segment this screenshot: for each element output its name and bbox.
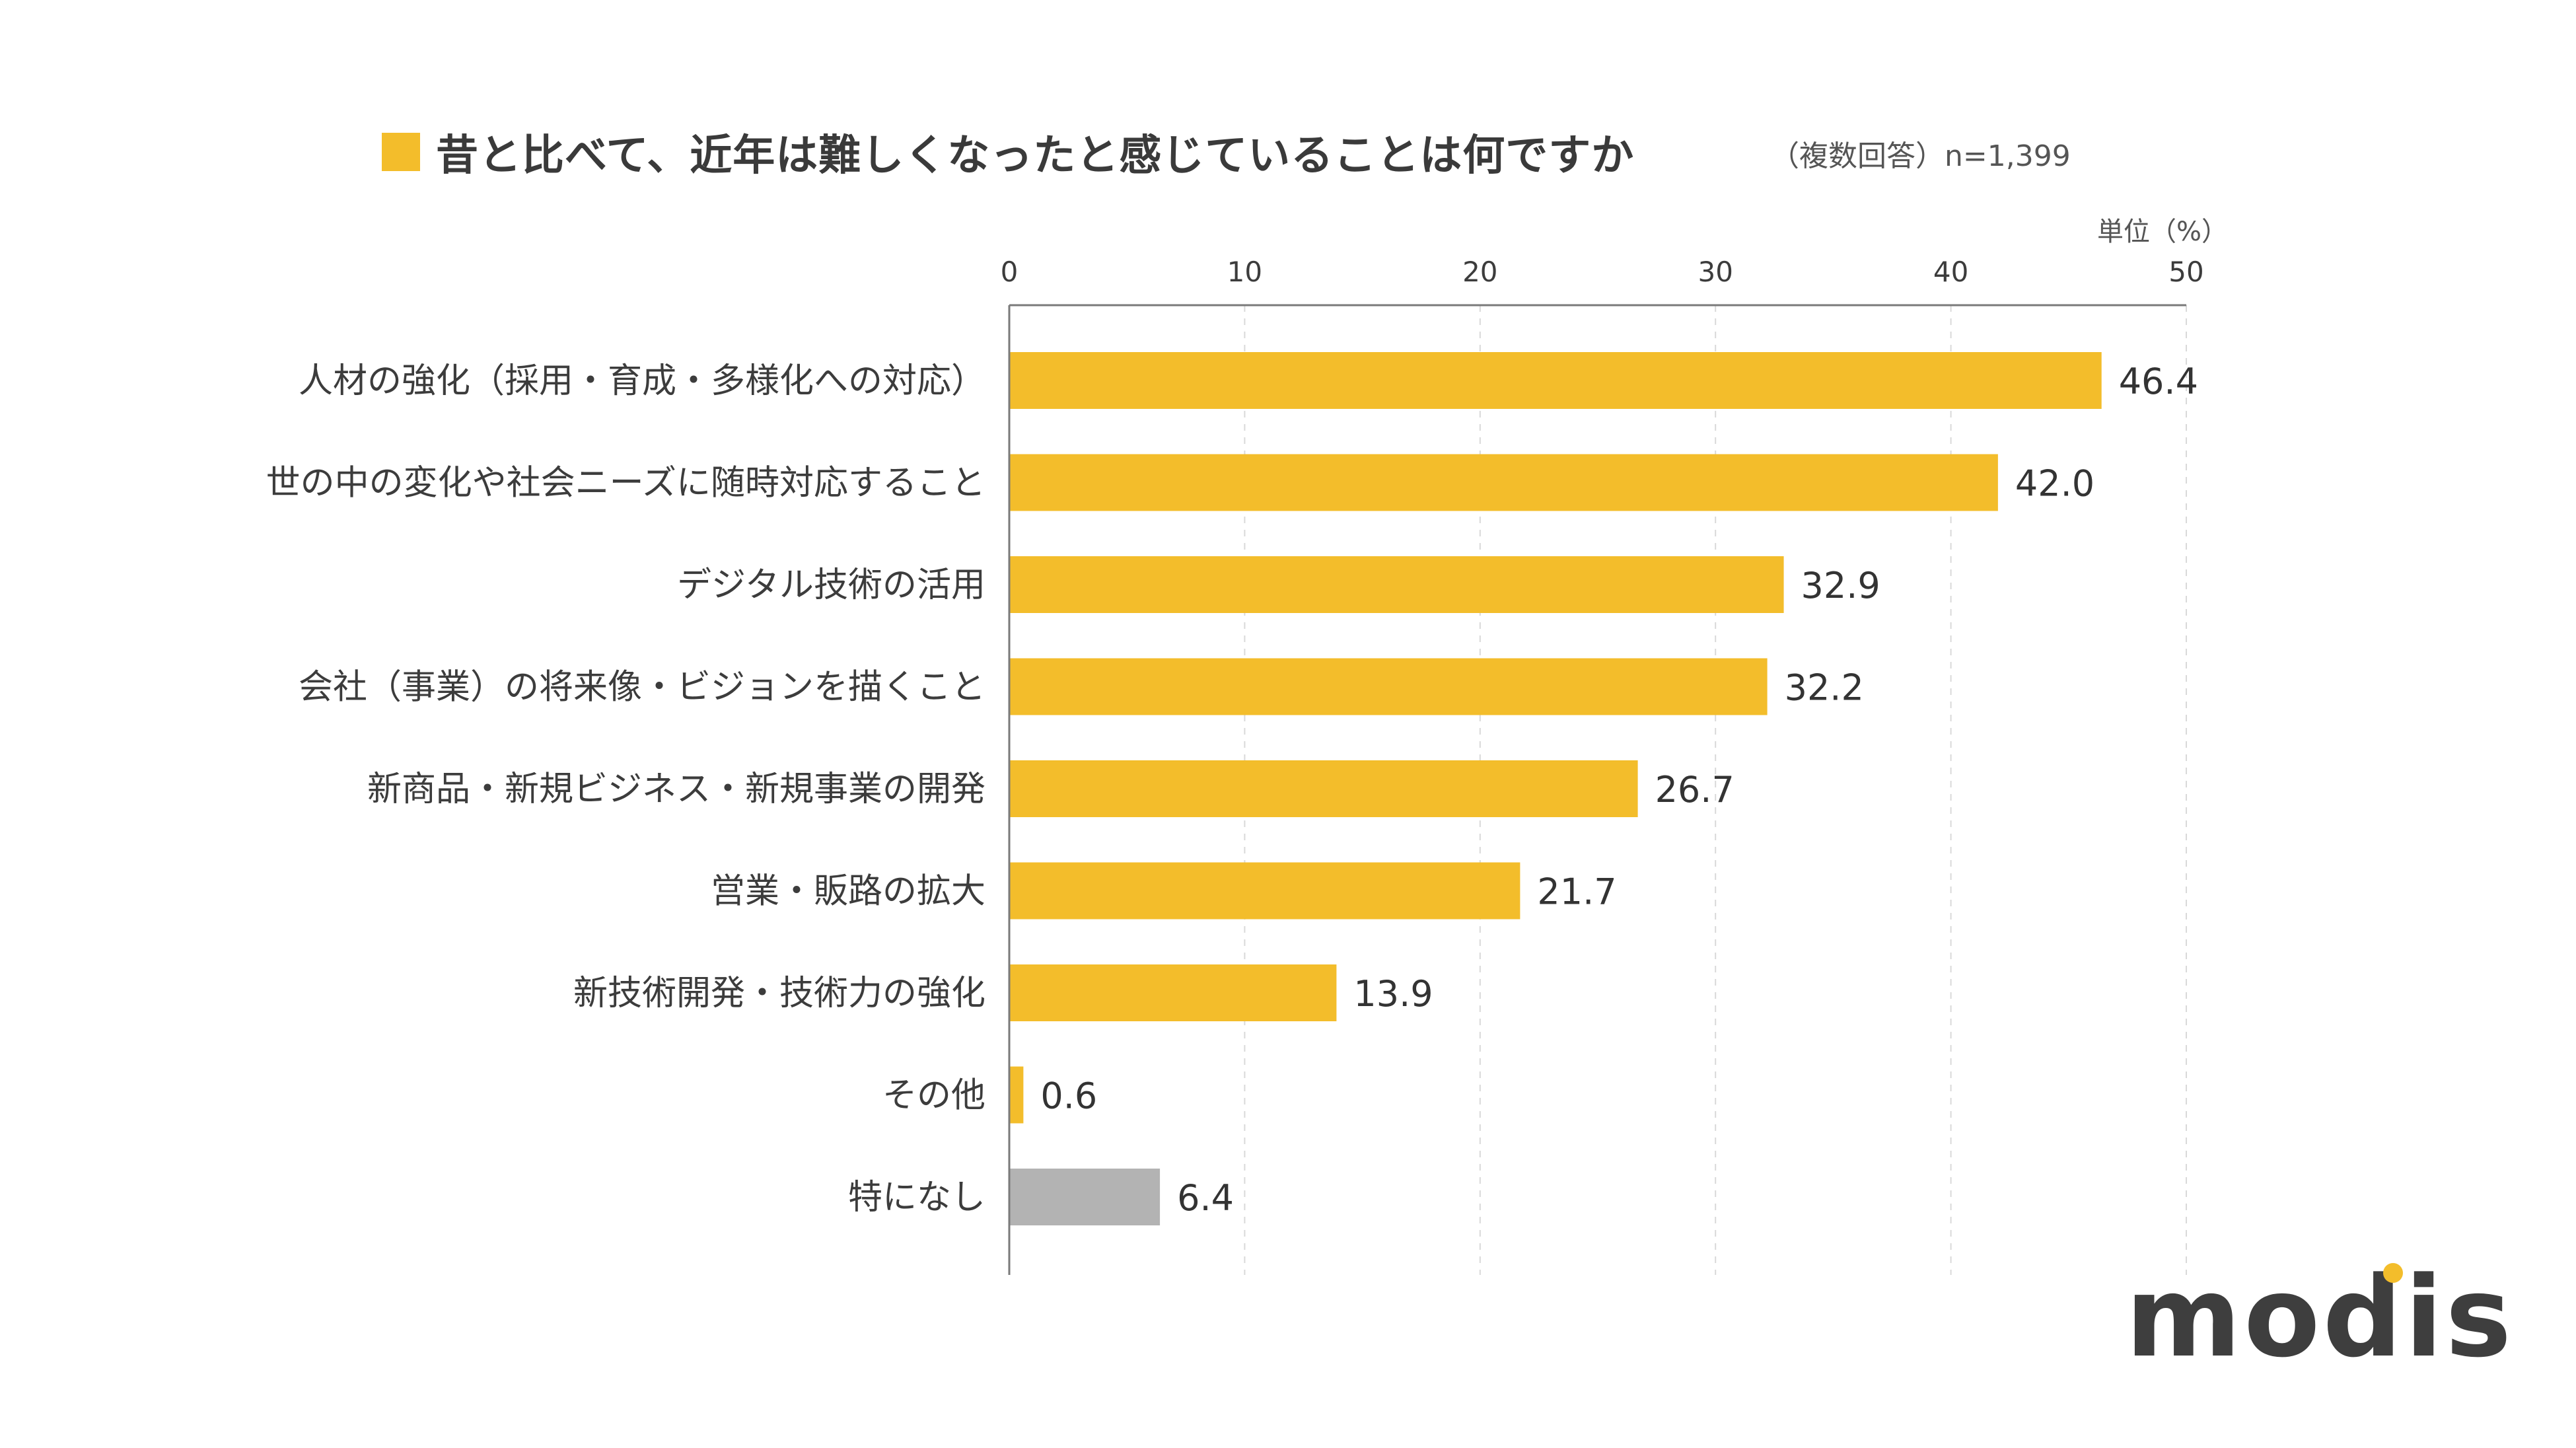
category-label: 会社（事業）の将来像・ビジョンを描くこと [299, 668, 985, 707]
bar [1009, 1169, 1161, 1225]
bars [1009, 352, 2102, 1225]
category-label: その他 [882, 1076, 985, 1116]
category-label: 新商品・新規ビジネス・新規事業の開発 [367, 770, 985, 809]
chart-subtitle: （複数回答）n=1,399 [1770, 139, 2071, 173]
bar [1009, 658, 1768, 715]
bar [1009, 964, 1337, 1021]
bar [1009, 352, 2102, 409]
x-tick-labels: 0 10 20 30 40 50 [1001, 256, 2204, 288]
chart-title: 昔と比べて、近年は難しくなったと感じていることは何ですか [436, 131, 1635, 180]
bar [1009, 760, 1638, 817]
bar [1009, 1066, 1024, 1124]
category-label: 世の中の変化や社会ニーズに随時対応すること [266, 464, 985, 503]
modis-logo: modis [2126, 1252, 2515, 1382]
logo-dot [2383, 1263, 2403, 1283]
bar [1009, 454, 1998, 511]
category-label: 人材の強化（採用・育成・多様化への対応） [299, 361, 985, 401]
title-marker-square [382, 133, 420, 171]
category-label: 新技術開発・技術力の強化 [573, 974, 985, 1013]
unit-label: 単位（%） [2097, 217, 2229, 247]
bar [1009, 862, 1521, 920]
category-label: デジタル技術の活用 [677, 565, 985, 605]
x-tick-label: 0 [1001, 256, 1019, 288]
category-label: 営業・販路の拡大 [711, 872, 985, 912]
x-tick-label: 50 [2168, 256, 2203, 288]
value-label: 32.2 [1785, 667, 1864, 709]
chart-title-row: 昔と比べて、近年は難しくなったと感じていることは何ですか [382, 126, 1634, 180]
x-tick-label: 30 [1698, 256, 1733, 288]
category-labels: 人材の強化（採用・育成・多様化への対応） 世の中の変化や社会ニーズに随時対応するこ… [266, 361, 985, 1217]
value-label: 0.6 [1040, 1075, 1097, 1117]
value-labels: 46.4 42.0 32.9 32.2 26.7 21.7 13.9 0.6 6.4 [1040, 361, 2198, 1219]
value-label: 21.7 [1537, 871, 1616, 913]
category-label: 特になし [848, 1178, 985, 1217]
value-label: 13.9 [1353, 973, 1433, 1015]
bar [1009, 556, 1784, 613]
x-tick-label: 20 [1462, 256, 1497, 288]
x-tick-label: 10 [1227, 256, 1262, 288]
value-label: 42.0 [2015, 463, 2094, 505]
x-tick-label: 40 [1933, 256, 1968, 288]
value-label: 46.4 [2119, 361, 2198, 402]
axes [1008, 304, 2186, 1275]
value-label: 32.9 [1801, 565, 1880, 606]
value-label: 6.4 [1177, 1177, 1234, 1219]
value-label: 26.7 [1655, 769, 1735, 811]
